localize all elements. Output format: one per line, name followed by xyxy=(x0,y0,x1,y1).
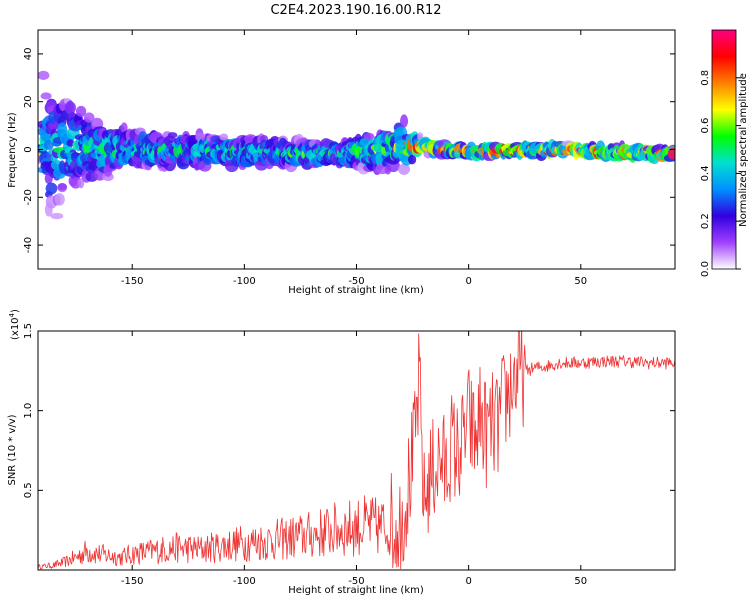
snr-x-ticks: -150 -100 -50 0 50 xyxy=(121,331,587,587)
spectrogram-cell xyxy=(66,139,74,147)
colorbar: 0.0 0.2 0.4 0.6 0.8 Normalized spectral ampl… xyxy=(700,29,749,277)
spectrogram-y-ticks: -40 -20 0 20 40 xyxy=(23,48,675,253)
snr-y-tick-label: 1.0 xyxy=(23,403,34,419)
snr-x-tick-label: 50 xyxy=(574,576,587,587)
colorbar-tick-label: 0.2 xyxy=(700,213,711,229)
spectrogram-cell xyxy=(219,133,229,141)
spectrogram-cell xyxy=(363,132,375,141)
spectrogram-x-ticks: -150 -100 -50 0 50 xyxy=(121,30,587,287)
spectrogram-cell xyxy=(667,147,675,160)
snr-series-line xyxy=(38,331,675,570)
spectrogram-x-label: Height of straight line (km) xyxy=(288,285,424,296)
snr-x-tick-label: -150 xyxy=(121,576,144,587)
colorbar-tick-label: 0.4 xyxy=(700,165,711,181)
spectrogram-y-tick-label: 40 xyxy=(23,48,34,61)
spectrogram-cell xyxy=(40,92,52,100)
snr-panel: -150 -100 -50 0 50 0.5 1.0 1.5 Height of strai… xyxy=(7,309,676,596)
spectrogram-y-tick-label: -20 xyxy=(23,189,34,205)
figure-title: C2E4.2023.190.16.00.R12 xyxy=(270,3,441,18)
snr-y-tick-label: 0.5 xyxy=(23,482,34,498)
spectrogram-cell xyxy=(75,105,87,117)
snr-x-tick-label: 0 xyxy=(465,576,471,587)
snr-x-label: Height of straight line (km) xyxy=(288,585,424,596)
spectrogram-y-tick-label: 0 xyxy=(23,146,34,152)
snr-y-label: SNR (10 * v/v) xyxy=(7,414,18,485)
spectrogram-cell xyxy=(57,182,67,191)
colorbar-label: Normalized spectral amplitude xyxy=(738,73,749,227)
spectrogram-y-tick-label: 20 xyxy=(23,95,34,108)
spectrogram-y-tick-label: -40 xyxy=(23,237,34,253)
spectrogram-panel: -150 -100 -50 0 50 -40 -20 0 20 40 Height of str… xyxy=(7,29,676,296)
colorbar-tick-label: 0.6 xyxy=(700,118,711,134)
spectrogram-cell xyxy=(43,139,54,150)
colorbar-tick-label: 0.0 xyxy=(700,261,711,277)
spectrogram-cell xyxy=(408,154,417,165)
snr-x-tick-label: -100 xyxy=(233,576,256,587)
spectrogram-cell xyxy=(64,101,77,115)
spectrogram-cell xyxy=(38,70,50,81)
colorbar-gradient xyxy=(711,29,737,270)
spectrogram-cell xyxy=(83,112,95,123)
snr-multiplier: (x104) xyxy=(8,309,21,340)
spectrogram-cell xyxy=(45,182,58,195)
colorbar-tick-label: 0.8 xyxy=(700,70,711,86)
spectrogram-x-tick-label: -150 xyxy=(121,276,144,287)
spectrogram-x-tick-label: 50 xyxy=(574,276,587,287)
spectrogram-cell xyxy=(54,193,65,206)
snr-y-ticks: 0.5 1.0 1.5 xyxy=(23,323,675,498)
spectrogram-x-tick-label: -50 xyxy=(348,276,364,287)
colorbar-ticks: 0.0 0.2 0.4 0.6 0.8 xyxy=(700,70,741,277)
spectrogram-x-tick-label: -100 xyxy=(233,276,256,287)
spectrogram-image xyxy=(38,70,675,220)
svg-text:(x104): (x104) xyxy=(8,309,21,340)
spectrogram-cell xyxy=(50,212,64,220)
spectrogram-cell xyxy=(398,163,411,175)
snr-y-tick-label: 1.5 xyxy=(23,323,34,339)
spectrogram-x-tick-label: 0 xyxy=(465,276,471,287)
spectrogram-y-label: Frequency (Hz) xyxy=(7,112,18,188)
spectrogram-cell xyxy=(400,114,409,128)
snr-x-tick-label: -50 xyxy=(348,576,364,587)
spectrogram-cell xyxy=(167,132,178,139)
spectrogram-cell xyxy=(77,177,85,189)
